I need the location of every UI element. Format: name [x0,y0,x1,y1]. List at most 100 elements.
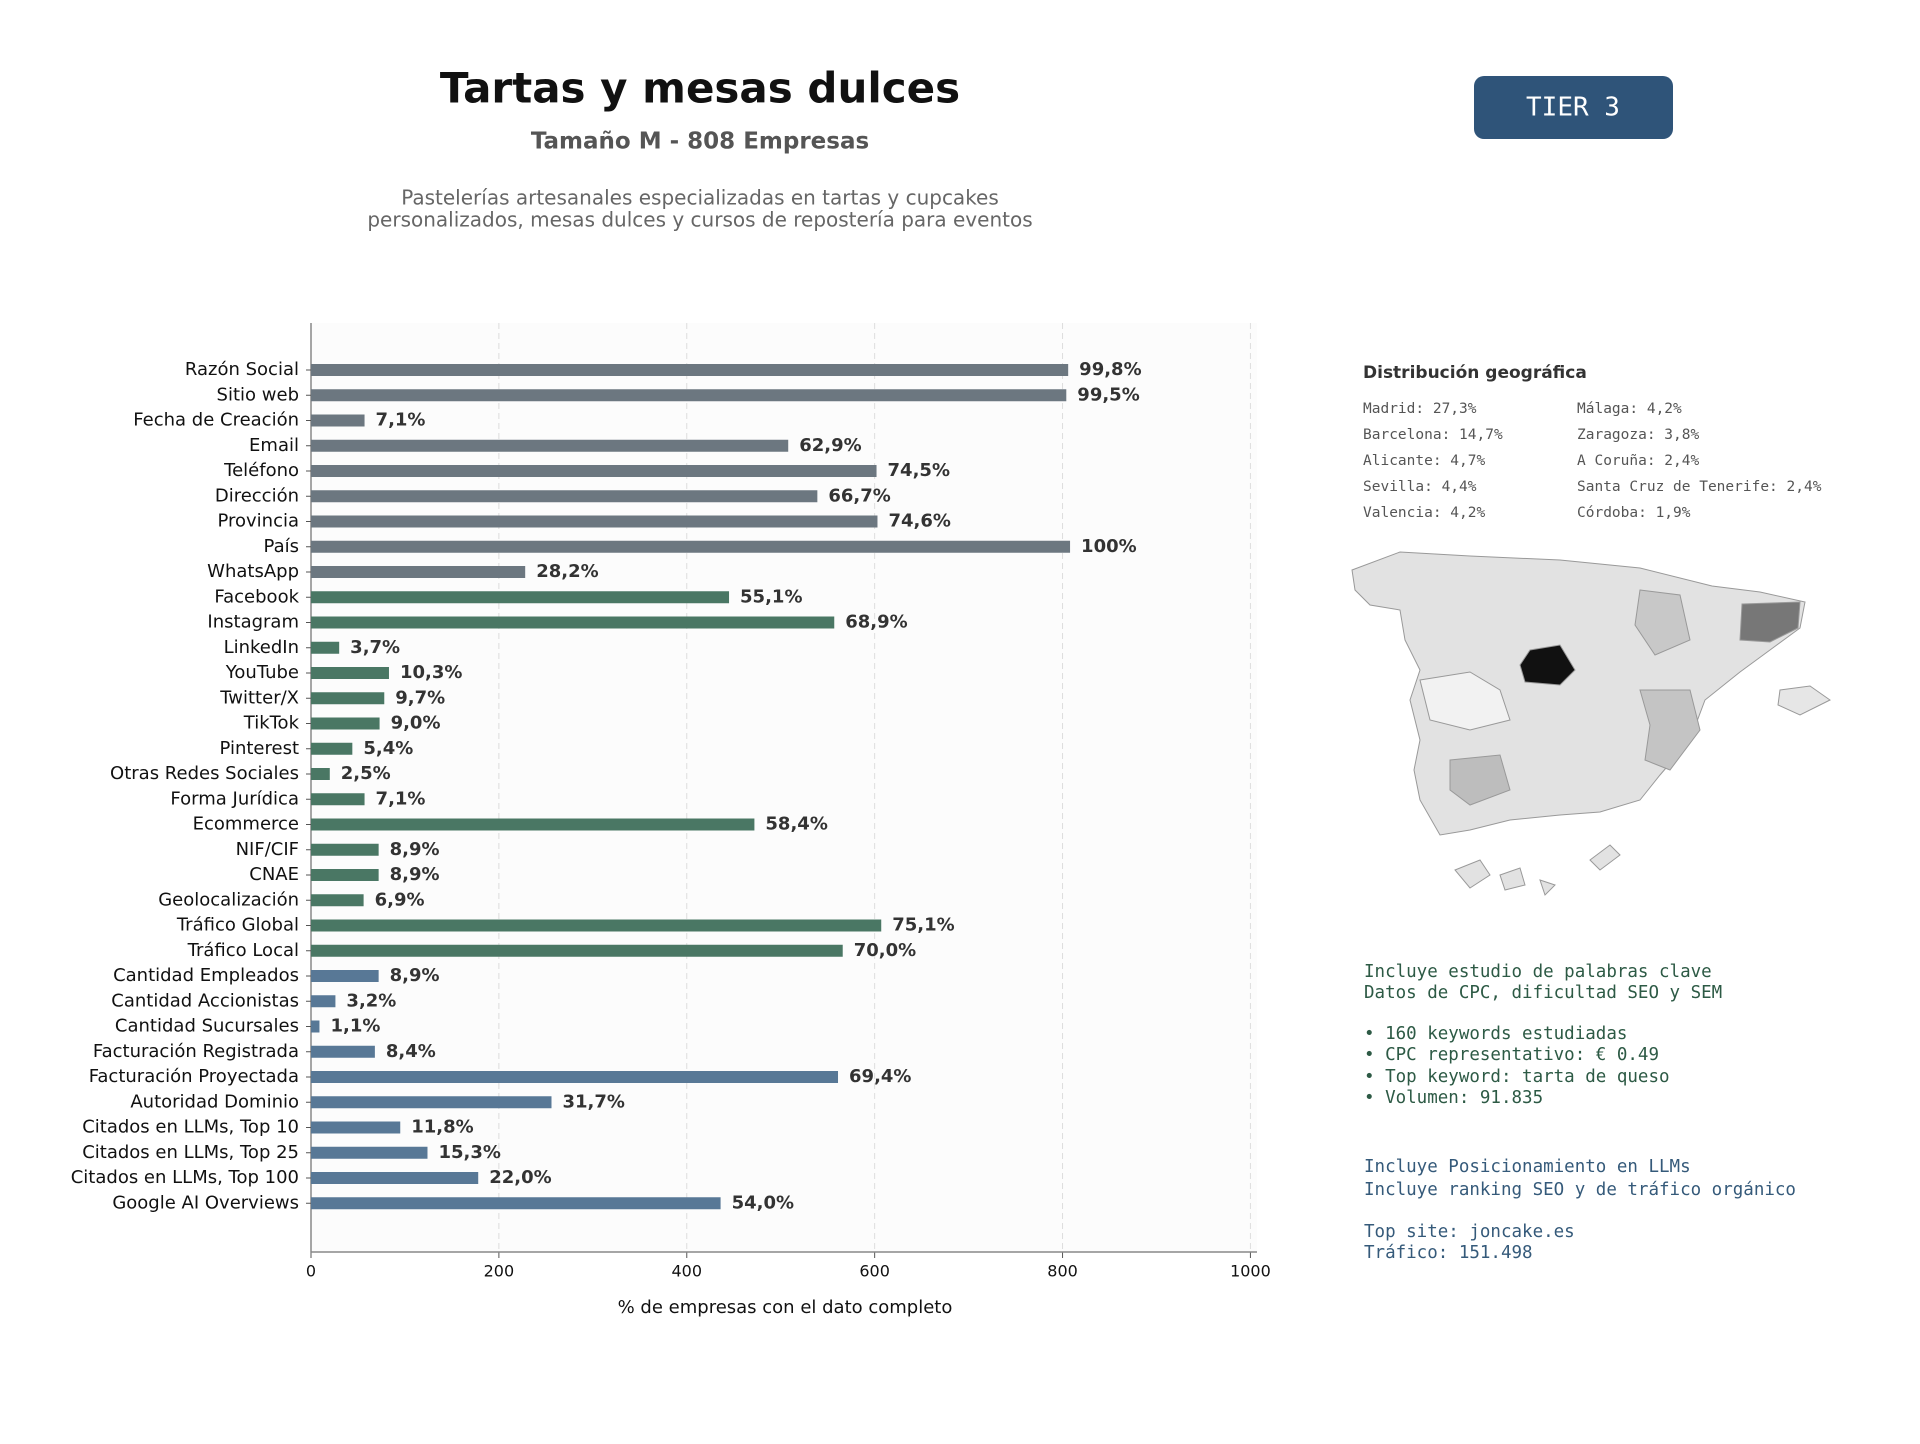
y-tick-label: Twitter/X [219,687,299,708]
keyword-info: Datos de CPC, dificultad SEO y SEM [1364,983,1722,1003]
geo-item: Santa Cruz de Tenerife: 2,4% [1577,479,1822,495]
geo-item: Barcelona: 14,7% [1363,427,1503,443]
y-tick-label: Email [249,435,299,456]
value-label: 8,9% [390,839,440,860]
value-label: 7,1% [376,788,426,809]
y-tick-label: Google AI Overviews [112,1192,299,1213]
bar [311,439,789,452]
bar [311,894,364,907]
value-label: 99,5% [1077,384,1139,405]
map-region [1419,671,1511,731]
value-label: 5,4% [363,738,413,759]
x-tick-label: 0 [306,1262,316,1281]
y-tick-label: Provincia [217,511,299,532]
value-label: 66,7% [828,485,890,506]
bar [311,566,526,578]
y-tick-label: Tráfico Local [187,940,299,961]
plot-background [311,323,1257,1252]
geo-item: Zaragoza: 3,8% [1577,427,1699,443]
bar [311,970,379,982]
x-tick-label: 200 [484,1262,515,1281]
y-tick-label: CNAE [249,864,299,885]
y-tick-label: Forma Jurídica [170,788,299,809]
map-mainland [1351,551,1806,836]
bar [311,843,379,856]
bar [311,869,379,881]
x-axis-label: % de empresas con el dato completo [618,1297,953,1318]
bar [311,515,878,528]
y-tick-label: Cantidad Accionistas [111,990,299,1011]
bar [311,540,1071,553]
x-tick-label: 1000 [1230,1262,1271,1281]
value-label: 6,9% [375,889,425,910]
description: personalizados, mesas dulces y cursos de… [367,208,1032,232]
value-label: 2,5% [341,763,391,784]
map-barcelona [1739,601,1801,643]
bar [311,692,385,705]
y-tick-label: NIF/CIF [236,839,299,860]
y-tick-label: Cantidad Sucursales [115,1016,299,1037]
geo-item: Málaga: 4,2% [1577,401,1682,417]
y-tick-label: Geolocalización [158,889,299,910]
y-tick-label: Autoridad Dominio [130,1091,299,1112]
description: Pastelerías artesanales especializadas e… [401,186,999,210]
value-label: 62,9% [799,435,861,456]
map-canarias [1454,844,1621,896]
y-tick-label: Dirección [215,485,299,506]
value-label: 10,3% [400,662,462,683]
map-valencia [1639,689,1701,771]
value-label: 68,9% [845,612,907,633]
bar [311,389,1067,402]
geo-item: Córdoba: 1,9% [1577,505,1691,521]
value-label: 100% [1081,536,1137,557]
keyword-info: • Volumen: 91.835 [1364,1088,1543,1108]
geo-item: Valencia: 4,2% [1363,505,1485,521]
map-sevilla [1449,754,1511,806]
x-tick-label: 400 [671,1262,702,1281]
y-tick-label: Facturación Registrada [93,1041,299,1062]
bar [311,364,1069,376]
value-label: 3,2% [346,990,396,1011]
map-baleares [1777,685,1831,716]
y-tick-label: Instagram [207,612,299,633]
bar [311,995,336,1008]
value-label: 74,5% [888,460,950,481]
geo-item: Sevilla: 4,4% [1363,479,1477,495]
y-tick-label: País [264,536,299,557]
map [1351,551,1831,896]
bar [311,1096,552,1109]
llm-info: Incluye ranking SEO y de tráfico orgánic… [1364,1180,1796,1200]
value-label: 54,0% [732,1192,794,1213]
keyword-info: • 160 keywords estudiadas [1364,1024,1627,1044]
bar [311,591,730,604]
x-tick-label: 800 [1047,1262,1078,1281]
bar [311,818,755,831]
bar [311,465,877,477]
value-label: 74,6% [888,511,950,532]
y-tick-label: WhatsApp [207,561,299,582]
bar [311,919,882,932]
value-label: 11,8% [411,1117,473,1138]
value-label: 55,1% [740,586,802,607]
value-label: 8,9% [390,965,440,986]
y-tick-label: Citados en LLMs, Top 100 [71,1167,299,1188]
value-label: 8,9% [390,864,440,885]
bar [311,1071,839,1083]
map-zaragoza [1634,589,1691,656]
value-label: 9,0% [391,713,441,734]
bar [311,667,389,679]
badge-text: TIER 3 [1526,93,1620,123]
geo-title: Distribución geográfica [1363,363,1587,383]
bar [311,1121,401,1134]
value-label: 58,4% [765,814,827,835]
y-tick-label: Sitio web [217,384,299,405]
keyword-info: Incluye estudio de palabras clave [1364,962,1712,982]
bar [311,717,380,730]
geo-item: Madrid: 27,3% [1363,401,1477,417]
value-label: 9,7% [395,687,445,708]
value-label: 99,8% [1079,359,1141,380]
value-label: 15,3% [438,1142,500,1163]
badge [1474,76,1673,139]
y-tick-label: TikTok [243,713,300,734]
